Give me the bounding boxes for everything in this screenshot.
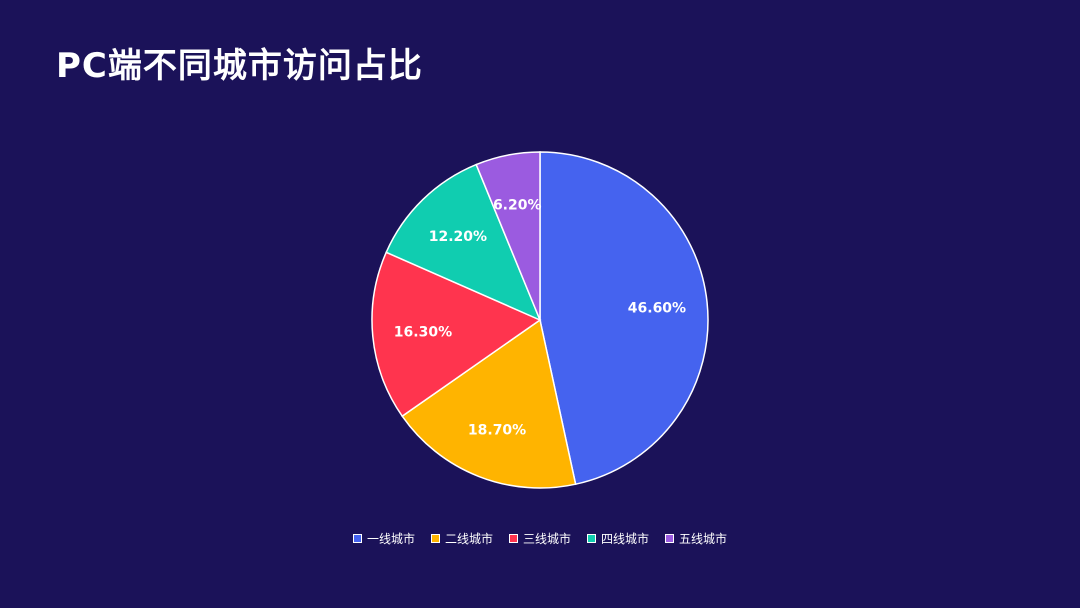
pie-slice-4 bbox=[385, 163, 542, 322]
pie-slice-3 bbox=[371, 251, 542, 418]
legend-label: 二线城市 bbox=[444, 532, 493, 546]
legend-swatch bbox=[430, 534, 440, 543]
legend-label: 四线城市 bbox=[601, 532, 650, 546]
legend-item-4[interactable]: 四线城市 bbox=[587, 530, 649, 547]
legend-swatch bbox=[665, 534, 675, 543]
legend-label: 一线城市 bbox=[366, 532, 415, 546]
page-title: PC端不同城市访问占比 bbox=[56, 46, 423, 86]
legend-swatch bbox=[508, 534, 518, 543]
pie-slice-label-5: 6.20% bbox=[493, 198, 542, 214]
legend-label: 五线城市 bbox=[679, 532, 728, 546]
legend-label: 三线城市 bbox=[522, 532, 571, 546]
legend-swatch bbox=[352, 534, 362, 543]
pie-slice-2 bbox=[401, 318, 577, 489]
pie-slice-1 bbox=[539, 151, 709, 486]
pie-slice-label-3: 16.30% bbox=[394, 324, 452, 340]
legend-item-2[interactable]: 二线城市 bbox=[430, 530, 493, 547]
legend-item-5[interactable]: 五线城市 bbox=[665, 530, 727, 547]
pie-slice-5 bbox=[475, 151, 541, 321]
pie-slice-label-1: 46.60% bbox=[628, 300, 686, 316]
legend-swatch bbox=[587, 534, 596, 543]
legend-item-1[interactable]: 一线城市 bbox=[352, 530, 415, 547]
pie-slice-label-4: 12.20% bbox=[429, 229, 487, 245]
legend-item-3[interactable]: 三线城市 bbox=[508, 530, 571, 547]
pie-slice-label-2: 18.70% bbox=[468, 422, 526, 438]
chart-legend: 一线城市 二线城市 三线城市 四线城市 五线城市 bbox=[0, 530, 1080, 547]
